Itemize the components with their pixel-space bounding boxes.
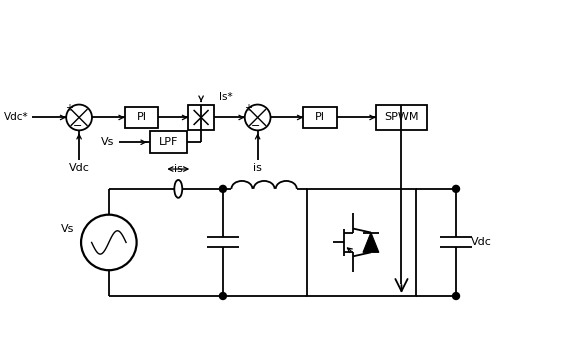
Text: is: is: [253, 163, 262, 173]
Text: Vs: Vs: [61, 223, 74, 234]
Polygon shape: [363, 232, 379, 252]
Bar: [303, 107, 337, 128]
Text: LPF: LPF: [159, 137, 178, 147]
Text: PI: PI: [136, 112, 146, 122]
Circle shape: [81, 215, 136, 270]
Circle shape: [66, 104, 92, 130]
Text: Vdc*: Vdc*: [4, 112, 29, 122]
Text: SPWM: SPWM: [384, 112, 419, 122]
Bar: [307, 189, 416, 296]
Text: is: is: [174, 164, 182, 174]
Bar: [188, 104, 214, 130]
Text: Vs: Vs: [100, 137, 114, 147]
Circle shape: [452, 185, 459, 192]
Text: PI: PI: [315, 112, 325, 122]
Ellipse shape: [174, 180, 182, 198]
Circle shape: [219, 185, 226, 192]
Text: Is*: Is*: [219, 92, 233, 102]
Text: Vdc: Vdc: [472, 237, 492, 247]
Circle shape: [219, 293, 226, 299]
Circle shape: [452, 293, 459, 299]
Text: −: −: [72, 121, 82, 132]
Text: +: +: [244, 102, 252, 112]
Bar: [375, 104, 427, 130]
Circle shape: [245, 104, 271, 130]
Text: −: −: [251, 121, 261, 132]
Text: +: +: [65, 102, 73, 112]
Bar: [125, 107, 159, 128]
Bar: [149, 132, 187, 153]
Text: Vdc: Vdc: [69, 163, 90, 173]
